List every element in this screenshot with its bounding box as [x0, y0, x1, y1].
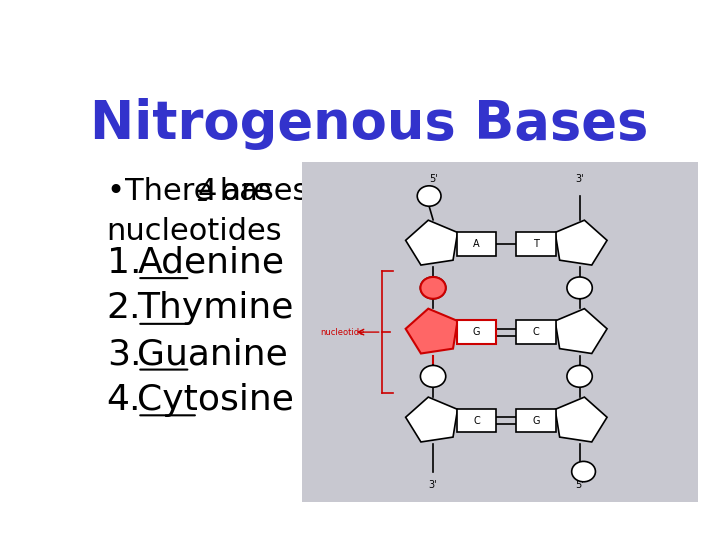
Text: A: A — [473, 239, 480, 248]
Polygon shape — [405, 309, 457, 354]
FancyBboxPatch shape — [516, 320, 556, 344]
Circle shape — [418, 186, 441, 206]
Text: 4.: 4. — [107, 383, 141, 417]
Circle shape — [572, 461, 595, 482]
Text: 3': 3' — [575, 174, 584, 184]
Polygon shape — [555, 397, 607, 442]
Polygon shape — [555, 309, 607, 354]
Text: Thymine: Thymine — [138, 292, 294, 326]
FancyBboxPatch shape — [456, 320, 496, 344]
Text: 5': 5' — [575, 480, 584, 490]
Text: 3': 3' — [429, 480, 437, 490]
Text: nucleotides: nucleotides — [107, 217, 282, 246]
Polygon shape — [405, 220, 457, 265]
Circle shape — [567, 366, 593, 387]
Text: nucleotide: nucleotide — [320, 328, 364, 336]
Text: bases in DNA: bases in DNA — [210, 177, 423, 206]
FancyBboxPatch shape — [516, 232, 556, 255]
Text: 3.: 3. — [107, 337, 141, 371]
Text: •There are: •There are — [107, 177, 282, 206]
Text: 2.: 2. — [107, 292, 141, 326]
Circle shape — [420, 277, 446, 299]
Polygon shape — [405, 397, 457, 442]
Text: Cytosine: Cytosine — [138, 383, 294, 417]
Text: 4: 4 — [198, 177, 217, 206]
FancyBboxPatch shape — [456, 409, 496, 433]
Circle shape — [420, 366, 446, 387]
FancyBboxPatch shape — [290, 152, 710, 512]
FancyBboxPatch shape — [456, 232, 496, 255]
Text: Adenine: Adenine — [138, 246, 284, 280]
Circle shape — [420, 277, 446, 299]
Circle shape — [567, 277, 593, 299]
Text: C: C — [473, 416, 480, 426]
Text: 5': 5' — [428, 174, 438, 184]
Text: 1.: 1. — [107, 246, 141, 280]
FancyBboxPatch shape — [516, 409, 556, 433]
Text: G: G — [473, 327, 480, 337]
Text: Nitrogenous Bases: Nitrogenous Bases — [90, 98, 648, 150]
Text: G: G — [532, 416, 540, 426]
Polygon shape — [555, 220, 607, 265]
Text: T: T — [533, 239, 539, 248]
Text: Guanine: Guanine — [138, 337, 288, 371]
Text: C: C — [533, 327, 539, 337]
